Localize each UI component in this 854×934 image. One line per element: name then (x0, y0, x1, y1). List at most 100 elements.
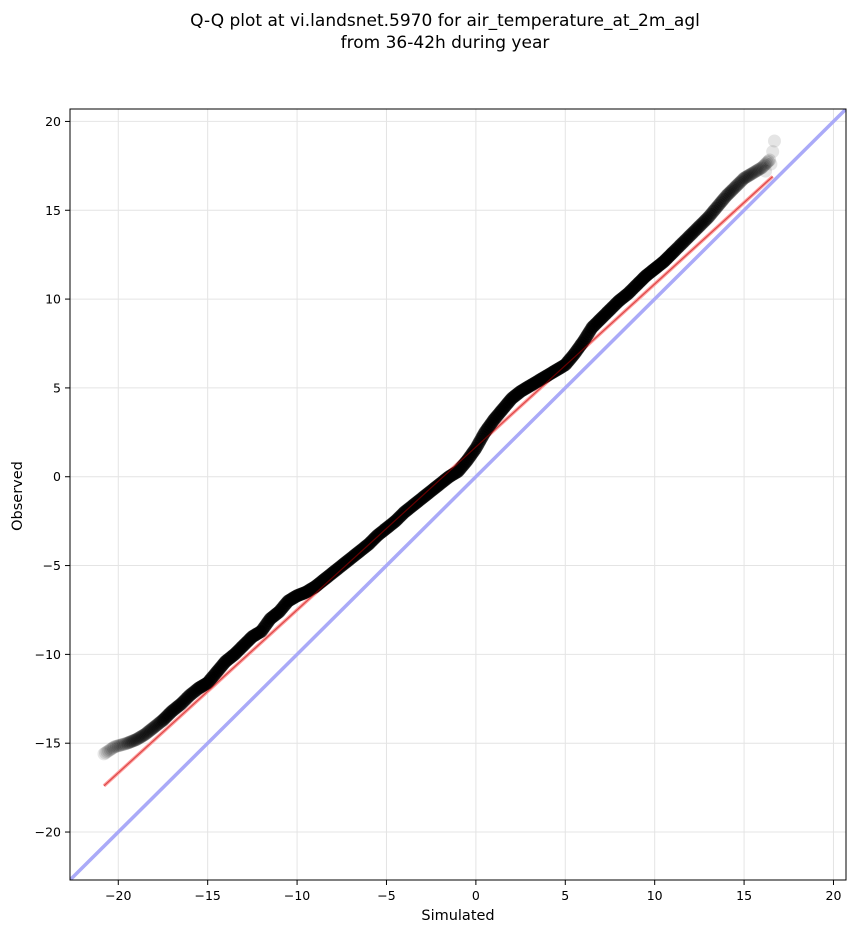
quantile-point-13 (118, 737, 132, 751)
quantile-point-28 (138, 727, 152, 741)
quantile-point-18 (125, 734, 139, 748)
x-tick-label-5: 5 (561, 888, 569, 903)
quantile-point-24 (133, 730, 147, 744)
quantile-point-504 (746, 166, 760, 180)
quantile-point-62 (182, 690, 196, 704)
quantile-point-455 (683, 228, 697, 242)
quantile-point-3 (102, 744, 116, 758)
y-tick-label-7: 15 (45, 203, 61, 218)
quantile-point-45 (160, 709, 174, 723)
quantile-point-34 (146, 721, 160, 735)
quantile-point-501 (742, 168, 756, 182)
chart-title-line-1: Q-Q plot at vi.landsnet.5970 for air_tem… (190, 11, 700, 31)
quantile-point-14 (120, 736, 134, 750)
quantile-point-488 (726, 183, 740, 197)
quantile-point-25 (134, 730, 148, 744)
quantile-point-505 (747, 165, 761, 179)
quantile-point-19 (127, 734, 141, 748)
quantile-point-40 (153, 715, 167, 729)
x-tick-label-6: 10 (647, 888, 663, 903)
quantile-point-477 (712, 198, 726, 212)
quantile-point-61 (180, 691, 194, 705)
quantile-point-445 (671, 241, 685, 255)
quantile-point-459 (689, 223, 703, 237)
quantile-point-55 (173, 698, 187, 712)
quantile-point-456 (685, 227, 699, 241)
quantile-point-43 (157, 712, 171, 726)
quantile-point-51 (167, 702, 181, 716)
quantile-point-496 (736, 173, 750, 187)
quantile-point-502 (743, 167, 757, 181)
quantile-point-492 (731, 178, 745, 192)
quantile-point-15 (121, 736, 135, 750)
quantile-point-4 (103, 743, 117, 757)
quantile-point-59 (178, 693, 192, 707)
quantile-point-460 (690, 222, 704, 236)
quantile-point-49 (165, 704, 179, 718)
quantile-point-27 (137, 728, 151, 742)
quantile-point-36 (148, 719, 162, 733)
quantile-point-446 (672, 240, 686, 254)
quantile-points (97, 134, 781, 787)
quantile-point-5 (105, 742, 119, 756)
x-tick-label-2: −10 (284, 888, 310, 903)
quantile-point-481 (717, 192, 731, 206)
quantile-point-50 (166, 703, 180, 717)
quantile-point-1 (99, 746, 113, 760)
quantile-point-441 (666, 246, 680, 260)
quantile-point-476 (710, 200, 724, 214)
x-axis-ticks: −20 −15 −10 −5 0 5 10 15 20 (105, 880, 841, 903)
quantile-point-493 (732, 176, 746, 190)
quantile-point-8 (109, 739, 123, 753)
quantile-point-485 (722, 187, 736, 201)
quantile-point-10 (113, 738, 127, 752)
x-tick-label-1: −15 (194, 888, 220, 903)
quantile-point-0 (97, 747, 111, 761)
identity-line-segment (70, 109, 846, 880)
quantile-point-497 (737, 171, 751, 185)
y-tick-label-5: 5 (53, 380, 61, 395)
quantile-point-486 (723, 185, 737, 199)
fit-line-inner (103, 176, 774, 787)
quantile-point-12 (117, 737, 131, 751)
quantile-point-470 (703, 209, 717, 223)
quantile-point-56 (174, 697, 188, 711)
identity-line (70, 109, 846, 880)
quantile-point-29 (139, 726, 153, 740)
y-tick-label-1: −15 (35, 736, 61, 751)
quantile-point-52 (169, 701, 183, 715)
quantile-point-474 (708, 203, 722, 217)
quantile-point-35 (147, 720, 161, 734)
quantile-point-472 (705, 206, 719, 220)
quantile-point-484 (720, 188, 734, 202)
quantile-point-457 (686, 226, 700, 240)
x-tick-label-7: 15 (736, 888, 752, 903)
quantile-point-449 (676, 236, 690, 250)
quantile-point-30 (141, 725, 155, 739)
quantile-point-21 (129, 733, 143, 747)
quantile-point-7 (108, 740, 122, 754)
x-tick-label-3: −5 (377, 888, 395, 903)
quantile-point-450 (677, 234, 691, 248)
quantile-point-514 (759, 157, 773, 171)
y-tick-label-6: 10 (45, 292, 61, 307)
x-tick-label-0: −20 (105, 888, 131, 903)
quantile-point-32 (143, 723, 157, 737)
quantile-point-511 (755, 161, 769, 175)
x-axis-label: Simulated (421, 908, 494, 924)
quantile-point-448 (675, 237, 689, 251)
quantile-point-16 (123, 735, 137, 749)
quantile-point-513 (758, 158, 772, 172)
y-axis-ticks: −20 −15 −10 −5 0 5 10 15 20 (35, 114, 70, 840)
quantile-point-9 (111, 739, 125, 753)
quantile-point-521 (767, 134, 781, 148)
quantile-point-6 (106, 741, 120, 755)
plot-frame (69, 108, 847, 881)
quantile-point-480 (715, 194, 729, 208)
quantile-point-54 (171, 699, 185, 713)
quantile-point-454 (682, 229, 696, 243)
quantile-point-473 (706, 204, 720, 218)
quantile-point-510 (754, 161, 768, 175)
quantile-point-520 (766, 145, 780, 159)
